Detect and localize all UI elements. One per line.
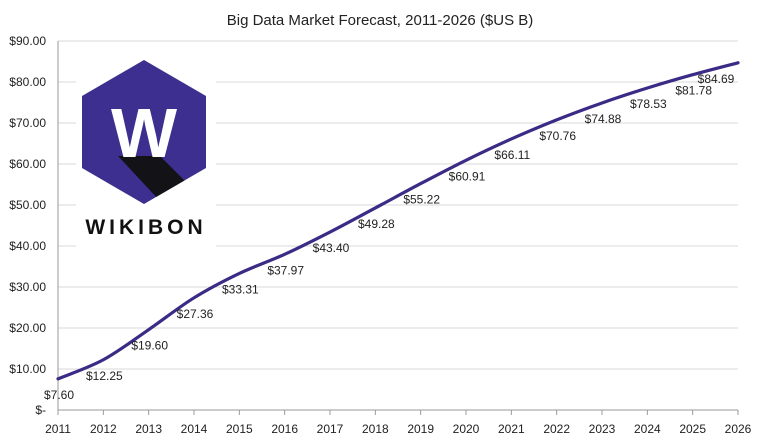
data-label: $43.40 <box>313 241 350 255</box>
data-label: $33.31 <box>222 282 259 296</box>
y-tick-label: $- <box>35 403 46 417</box>
y-tick-label: $60.00 <box>9 157 46 171</box>
logo-letter: W <box>111 94 177 172</box>
data-label: $74.88 <box>585 112 622 126</box>
series-line <box>56 61 740 381</box>
x-tick-label: 2026 <box>725 422 752 436</box>
data-label: $12.25 <box>86 369 123 383</box>
wikibon-logo: W WIKIBON <box>76 48 216 248</box>
x-tick-label: 2017 <box>317 422 344 436</box>
y-tick-label: $50.00 <box>9 198 46 212</box>
data-label: $60.91 <box>449 169 486 183</box>
data-label: $37.97 <box>267 263 304 277</box>
y-tick-label: $20.00 <box>9 321 46 335</box>
y-tick-label: $10.00 <box>9 362 46 376</box>
axes <box>57 41 738 411</box>
data-label: $81.78 <box>675 84 712 98</box>
y-tick-label: $30.00 <box>9 280 46 294</box>
x-tick-label: 2024 <box>634 422 661 436</box>
y-axis-ticks: $- $10.00 $20.00 $30.00 $40.00 $50.00 $60.00 $7… <box>9 34 46 417</box>
x-tick-label: 2023 <box>589 422 616 436</box>
data-label: $70.76 <box>539 129 576 143</box>
data-label: $27.36 <box>177 307 214 321</box>
x-tick-label: 2022 <box>543 422 570 436</box>
data-label: $66.11 <box>494 148 530 162</box>
x-tick-label: 2021 <box>498 422 525 436</box>
x-tick-label: 2013 <box>135 422 162 436</box>
x-tick-label: 2018 <box>362 422 389 436</box>
data-labels: $7.60 $12.25 $19.60 $27.36 $33.31 $37.97 $43.4… <box>44 72 735 402</box>
y-tick-label: $80.00 <box>9 75 46 89</box>
data-label: $78.53 <box>630 97 667 111</box>
chart-title: Big Data Market Forecast, 2011-2026 ($US… <box>227 12 534 29</box>
x-tick-label: 2014 <box>181 422 208 436</box>
data-label: $55.22 <box>403 193 440 207</box>
x-axis-ticks: 2011 2012 2013 2014 2015 2016 2017 2018 2019 2020… <box>45 410 752 436</box>
x-tick-label: 2012 <box>90 422 117 436</box>
data-label: $84.69 <box>698 72 735 86</box>
x-tick-label: 2019 <box>407 422 434 436</box>
y-tick-label: $40.00 <box>9 239 46 253</box>
x-tick-label: 2011 <box>45 422 71 436</box>
data-label: $7.60 <box>44 388 74 402</box>
x-tick-label: 2020 <box>453 422 480 436</box>
x-tick-label: 2015 <box>226 422 253 436</box>
logo-wordmark: WIKIBON <box>85 216 206 239</box>
y-tick-label: $90.00 <box>9 34 46 48</box>
data-label: $49.28 <box>358 217 395 231</box>
y-tick-label: $70.00 <box>9 116 46 130</box>
x-tick-label: 2025 <box>679 422 706 436</box>
logo-hexagon <box>82 60 206 204</box>
data-label: $19.60 <box>131 339 168 353</box>
x-tick-label: 2016 <box>271 422 298 436</box>
